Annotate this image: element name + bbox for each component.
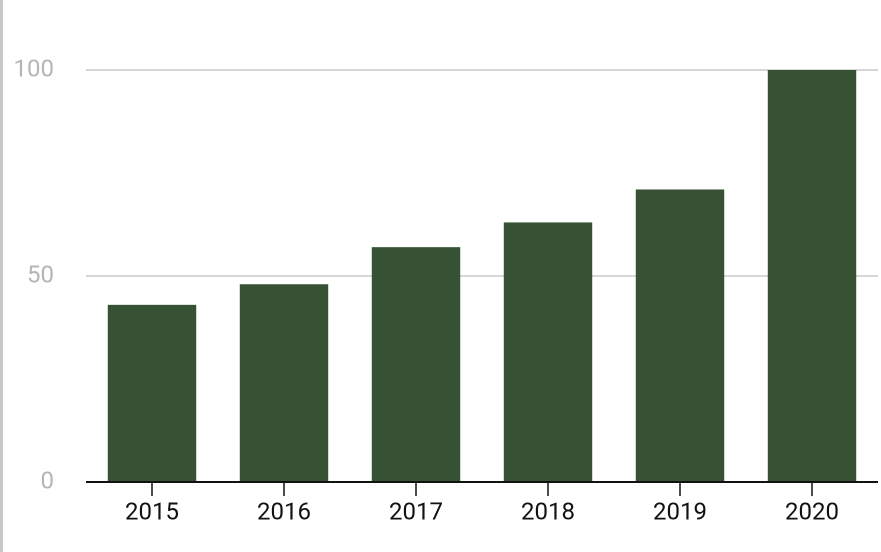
y-tick-label: 100 bbox=[14, 54, 54, 82]
x-tick-label: 2020 bbox=[785, 497, 839, 525]
bar bbox=[371, 247, 461, 482]
x-tick-label: 2018 bbox=[521, 497, 575, 525]
bar bbox=[503, 222, 593, 482]
x-tick-label: 2019 bbox=[653, 497, 707, 525]
bar bbox=[239, 284, 329, 482]
bar bbox=[107, 304, 197, 482]
left-border bbox=[0, 0, 3, 552]
bar bbox=[635, 189, 725, 483]
y-tick-label: 0 bbox=[41, 466, 55, 494]
x-tick-label: 2016 bbox=[257, 497, 311, 525]
x-tick-label: 2015 bbox=[125, 497, 179, 525]
bar bbox=[767, 70, 857, 482]
x-tick-label: 2017 bbox=[389, 497, 443, 525]
y-tick-label: 50 bbox=[27, 260, 54, 288]
